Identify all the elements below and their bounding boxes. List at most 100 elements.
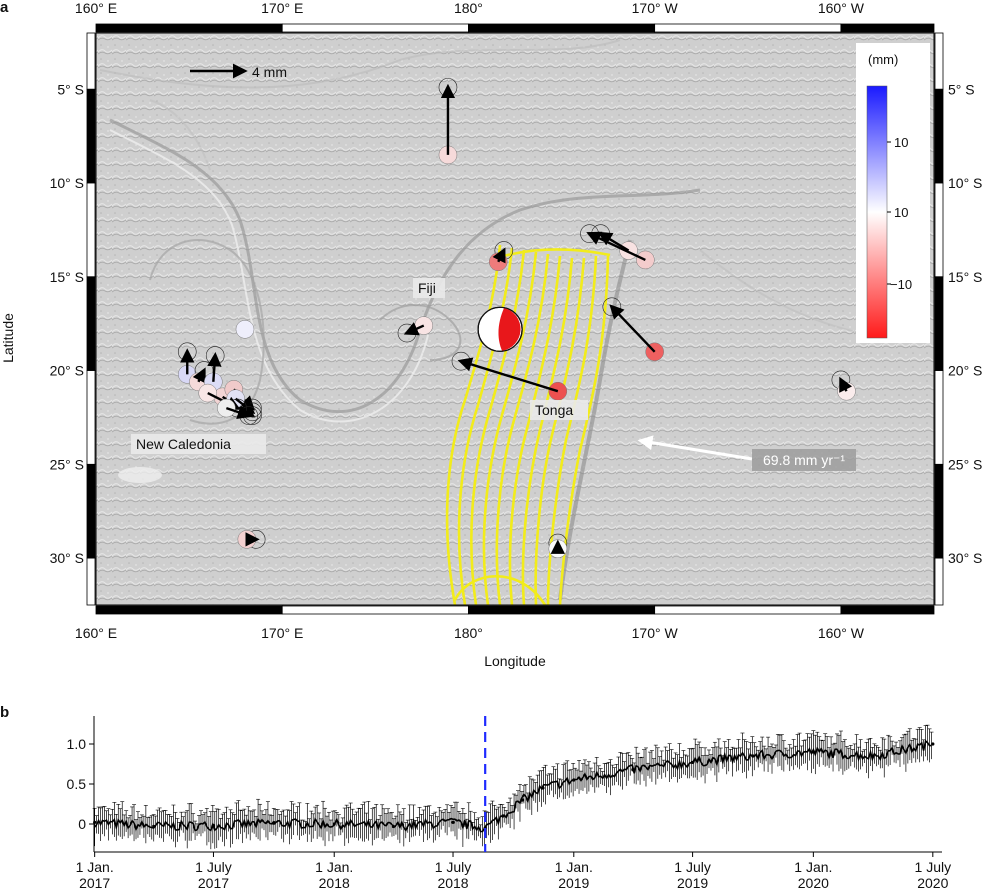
frame-bar-bottom: [468, 605, 656, 615]
x-tick-label: 1 July 2017: [195, 859, 232, 891]
beachball-outline: [477, 306, 523, 352]
gps-station: [831, 370, 856, 401]
gps-station: [602, 297, 664, 362]
place-label-tonga: Tonga: [530, 400, 588, 420]
colorbar-tick-label: 10: [894, 135, 908, 150]
svg-text:New Caledonia: New Caledonia: [136, 436, 231, 452]
lat-tick-label: 5° S: [948, 81, 975, 97]
lat-tick-label: 30° S: [50, 550, 84, 566]
gps-stations: [177, 78, 856, 558]
scale-arrow-label: 4 mm: [252, 64, 287, 80]
frame-bar-bottom: [95, 605, 283, 615]
x-tick-label: 1 Jan. 2018: [315, 859, 353, 891]
panel-b-letter: b: [0, 704, 9, 721]
frame-bar-right: [934, 88, 944, 184]
plate-velocity-line: [637, 435, 753, 461]
lat-tick-label: 20° S: [50, 363, 84, 379]
svg-text:Fiji: Fiji: [418, 280, 436, 296]
slip-contours: [445, 244, 611, 605]
frame-bar-right: [934, 463, 944, 559]
map-tick-labels: 160° E 160° E 170° E 170° E 180° 180° 170° W 17…: [50, 0, 983, 641]
data-point: [332, 822, 336, 826]
data-point: [572, 778, 576, 782]
lon-tick-label: 180°: [454, 0, 483, 16]
gps-station: [451, 351, 568, 401]
colorbar-title: (mm): [868, 52, 898, 67]
focal-mechanism-icon: [477, 306, 523, 352]
data-point: [931, 742, 935, 746]
data-point: [520, 798, 525, 802]
displacement-arrow: [207, 351, 222, 382]
frame-bar-left: [86, 370, 96, 465]
lon-tick-label: 160° E: [75, 0, 117, 16]
x-tick-label: 1 Jan. 2017: [76, 859, 114, 891]
frame-bar-right: [934, 370, 944, 465]
frame-bar-left: [86, 32, 96, 90]
displacement-arrow: [457, 357, 559, 393]
frame-bar-left: [86, 182, 96, 278]
data-point: [871, 754, 875, 758]
frame-bar-right: [934, 182, 944, 278]
data-point: [541, 786, 545, 790]
error-bars: [92, 724, 934, 850]
frame-bar-top: [468, 23, 656, 33]
lat-tick-label: 10° S: [50, 175, 84, 191]
plate-velocity-arrow: 69.8 mm yr⁻¹: [637, 435, 856, 471]
lon-tick-label: 170° E: [261, 625, 303, 641]
y-tick-label: 0: [78, 816, 86, 832]
series-line: [94, 739, 932, 833]
frame-bar-right: [934, 32, 944, 90]
frame-bar-bottom: [654, 605, 842, 615]
frame-bar-left: [86, 557, 96, 606]
frame-bar-top: [840, 23, 935, 33]
beachball-compression: [498, 307, 521, 351]
lat-tick-label: 25° S: [948, 456, 982, 472]
lat-tick-label: 15° S: [948, 269, 982, 285]
x-axis-ticks: 1 Jan. 2017 1 July 2017 1 Jan. 2018 1 July 2018…: [76, 852, 952, 891]
data-point: [751, 754, 755, 758]
plate-velocity-label: 69.8 mm yr⁻¹: [763, 452, 845, 468]
colorbar: (mm) 10 10 −10: [856, 43, 930, 343]
frame-bar-top: [95, 23, 283, 33]
lon-tick-label: 160° E: [75, 625, 117, 641]
data-point: [451, 820, 455, 825]
lon-tick-label: 170° E: [261, 0, 303, 16]
data-series: [93, 739, 935, 833]
lon-tick-label: 170° W: [632, 0, 679, 16]
data-point: [391, 824, 395, 829]
gps-station: [438, 78, 458, 165]
gps-station: [488, 241, 514, 272]
frame-bar-top: [281, 23, 469, 33]
gps-station: [548, 533, 568, 558]
data-point: [93, 820, 97, 825]
svg-text:Tonga: Tonga: [535, 402, 573, 418]
map-frame: [95, 32, 935, 606]
scale-arrow: 4 mm: [190, 63, 287, 80]
lat-tick-label: 25° S: [50, 456, 84, 472]
displacement-arrow: [225, 405, 253, 419]
frame-bar-left: [86, 276, 96, 371]
gps-station: [397, 316, 434, 343]
lat-tick-label: 15° S: [50, 269, 84, 285]
frame-bar-top: [654, 23, 842, 33]
colorbar-ramp: [866, 85, 888, 339]
frame-bar-right: [934, 557, 944, 606]
bathymetry-map: 4 mm 69.8 mm yr⁻¹ Fiji Tonga New Caledon…: [95, 32, 935, 606]
lon-tick-label: 180°: [454, 625, 483, 641]
gps-station: [217, 398, 259, 425]
map-relief: [99, 39, 901, 601]
data-point: [811, 750, 815, 754]
place-label-fiji: Fiji: [413, 278, 445, 298]
x-tick-label: 1 July 2019: [674, 859, 711, 891]
x-tick-label: 1 July 2020: [915, 859, 952, 891]
x-axis-title: Longitude: [484, 653, 546, 669]
frame-bar-left: [86, 463, 96, 559]
frame-bar-bottom: [840, 605, 935, 615]
frame-bar-left: [86, 88, 96, 184]
y-axis-title: Latitude: [0, 313, 16, 363]
lon-tick-label: 160° W: [818, 625, 865, 641]
x-tick-label: 1 Jan. 2020: [794, 859, 832, 891]
displacement-arrow: [492, 247, 506, 264]
data-point: [631, 768, 635, 772]
